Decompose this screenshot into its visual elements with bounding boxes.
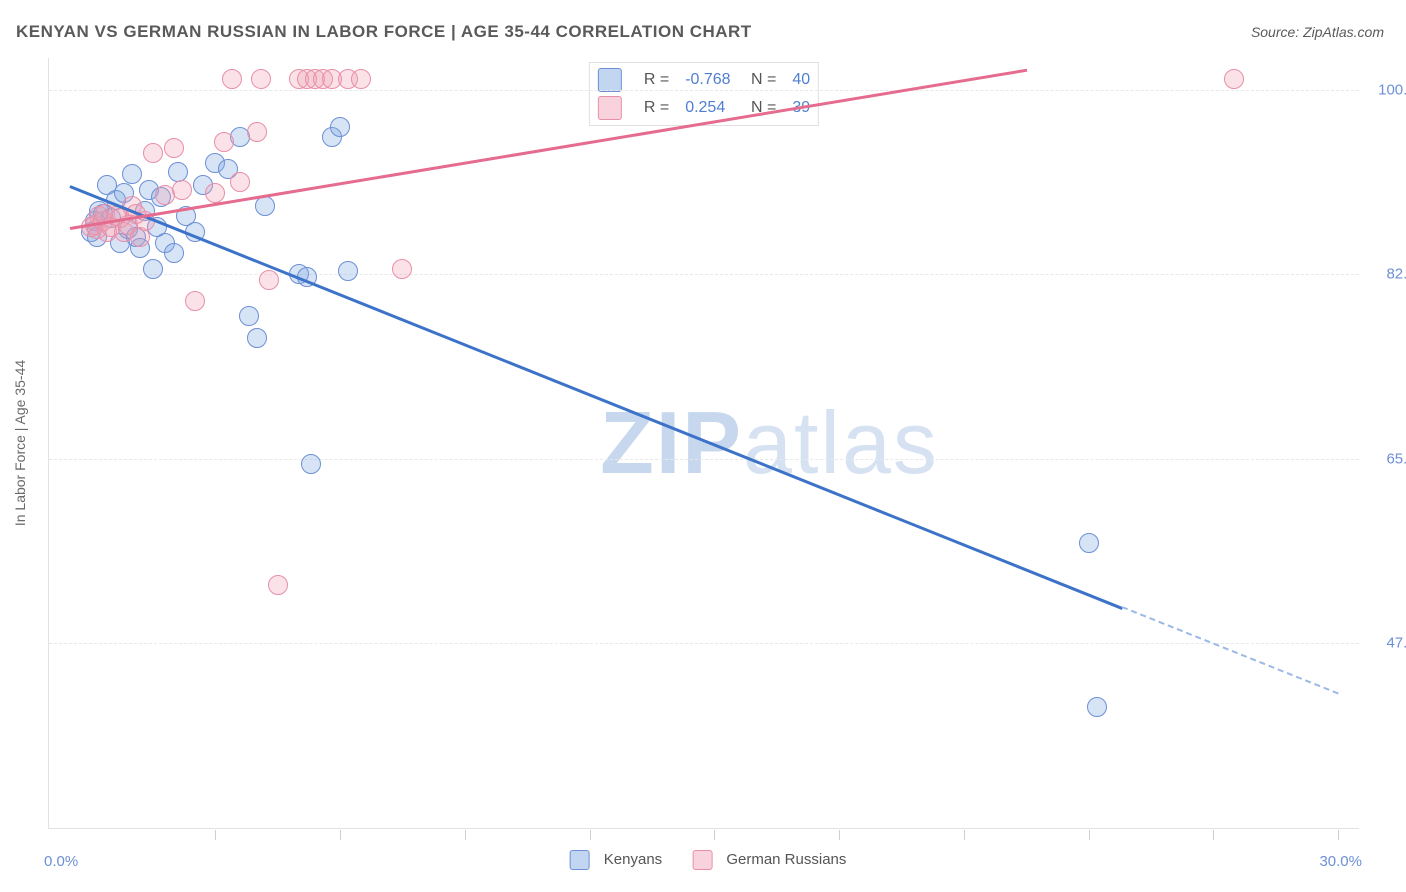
data-point	[351, 69, 371, 89]
data-point	[185, 291, 205, 311]
data-point	[251, 69, 271, 89]
data-point	[268, 575, 288, 595]
y-tick-label: 47.5%	[1386, 635, 1406, 652]
data-point	[122, 164, 142, 184]
plot-area: In Labor Force | Age 35-44 ZIPatlas R =-…	[48, 58, 1358, 828]
data-point	[247, 328, 267, 348]
data-point	[338, 261, 358, 281]
series-legend: Kenyans German Russians	[550, 850, 857, 870]
data-point	[164, 243, 184, 263]
gridline	[49, 643, 1359, 644]
x-tick	[1338, 830, 1339, 840]
data-point	[172, 180, 192, 200]
gridline	[49, 90, 1359, 91]
x-tick	[465, 830, 466, 840]
data-point	[301, 454, 321, 474]
data-point	[392, 259, 412, 279]
data-point	[330, 117, 350, 137]
data-point	[222, 69, 242, 89]
data-point	[255, 196, 275, 216]
x-tick	[1213, 830, 1214, 840]
data-point	[1087, 697, 1107, 717]
y-axis-label: In Labor Force | Age 35-44	[12, 360, 28, 526]
data-point	[239, 306, 259, 326]
trend-line	[69, 185, 1122, 609]
chart-title: KENYAN VS GERMAN RUSSIAN IN LABOR FORCE …	[16, 22, 752, 42]
data-point	[247, 122, 267, 142]
x-tick	[590, 830, 591, 840]
scatter-plot: ZIPatlas R =-0.768 N =40R =0.254 N =39 4…	[48, 58, 1359, 829]
data-point	[164, 138, 184, 158]
y-tick-label: 100.0%	[1378, 81, 1406, 98]
data-point	[205, 183, 225, 203]
y-tick-label: 65.0%	[1386, 450, 1406, 467]
x-tick	[215, 830, 216, 840]
stats-legend: R =-0.768 N =40R =0.254 N =39	[589, 62, 819, 126]
y-tick-label: 82.5%	[1386, 266, 1406, 283]
gridline	[49, 459, 1359, 460]
x-tick	[1089, 830, 1090, 840]
x-axis-max-label: 30.0%	[1319, 853, 1362, 870]
trend-line	[1122, 607, 1339, 695]
x-tick	[714, 830, 715, 840]
legend-item: German Russians	[682, 851, 846, 868]
trend-line	[70, 69, 1027, 230]
x-axis-min-label: 0.0%	[44, 853, 78, 870]
x-tick	[839, 830, 840, 840]
data-point	[214, 132, 234, 152]
x-tick	[340, 830, 341, 840]
data-point	[168, 162, 188, 182]
watermark: ZIPatlas	[600, 392, 939, 494]
legend-item: Kenyans	[560, 851, 663, 868]
source-attribution: Source: ZipAtlas.com	[1251, 24, 1384, 40]
data-point	[1079, 533, 1099, 553]
x-tick	[964, 830, 965, 840]
data-point	[1224, 69, 1244, 89]
data-point	[143, 259, 163, 279]
gridline	[49, 274, 1359, 275]
data-point	[259, 270, 279, 290]
data-point	[143, 143, 163, 163]
data-point	[230, 172, 250, 192]
